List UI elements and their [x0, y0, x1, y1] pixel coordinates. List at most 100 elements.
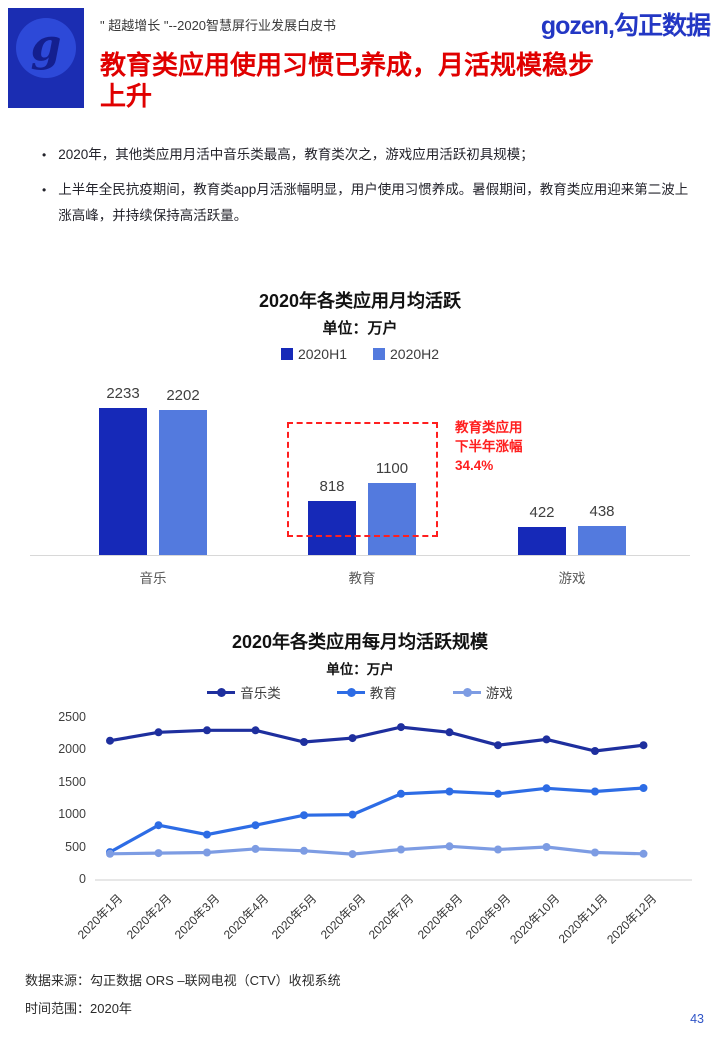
bar-chart-unit: 单位：万户: [322, 320, 398, 337]
data-point-教育: [348, 810, 357, 819]
legend-swatch-icon: [280, 348, 293, 360]
data-point-游戏: [445, 842, 454, 851]
line-series-教育: [109, 786, 644, 854]
bar-value-label: 1100: [375, 460, 409, 477]
data-point-教育: [251, 821, 260, 830]
bar-音乐-2020H2: [159, 410, 207, 555]
legend-dot-icon: [462, 687, 472, 697]
data-point-游戏: [639, 849, 648, 858]
legend-item-2020H1: 2020H1: [280, 346, 347, 362]
growth-annotation: 教育类应用 下半年涨幅 34.4%: [455, 420, 523, 473]
bar-value-label: 818: [319, 478, 345, 495]
legend-line-marker-icon: [336, 687, 365, 697]
data-point-游戏: [203, 848, 211, 857]
data-point-音乐类: [203, 726, 211, 735]
y-tick-label: 2500: [58, 710, 86, 724]
legend-line-marker-icon: [207, 687, 236, 697]
data-source-note: 数据来源：勾正数据 ORS –联网电视（CTV）收视系统: [25, 973, 341, 988]
gozen-brand-logo: gozen,勾正数据: [540, 12, 711, 40]
bar-游戏-2020H2: [578, 526, 626, 555]
line-chart-unit: 单位：万户: [326, 662, 394, 677]
data-point-音乐类: [348, 734, 357, 743]
bullet-item: • 上半年全民抗疫期间，教育类app月活涨幅明显，用户使用习惯养成。暑假期间，教…: [40, 177, 692, 229]
legend-label: 2020H1: [297, 346, 347, 362]
data-point-游戏: [106, 849, 114, 858]
logo-circle-icon: g: [16, 18, 76, 78]
bar-value-label: 438: [589, 503, 615, 520]
data-point-游戏: [154, 849, 163, 858]
bar-音乐-2020H1: [99, 408, 147, 555]
line-chart-title: 2020年各类应用每月均活跃规模: [231, 632, 489, 652]
bar-教育-2020H2: [368, 483, 416, 555]
line-chart-plot: [95, 723, 692, 881]
data-point-音乐类: [106, 736, 114, 745]
data-point-教育: [445, 787, 454, 796]
bar-value-label: 422: [529, 504, 555, 521]
data-point-游戏: [542, 843, 551, 851]
data-point-音乐类: [542, 735, 551, 744]
legend-line-marker-icon: [452, 687, 481, 697]
data-point-教育: [494, 789, 502, 798]
document-title: " 超越增长 "--2020智慧屏行业发展白皮书: [100, 18, 337, 33]
company-logo: g: [8, 8, 84, 108]
data-point-教育: [397, 789, 405, 798]
line-series-音乐类: [109, 725, 644, 753]
data-point-音乐类: [445, 728, 454, 737]
data-point-音乐类: [639, 741, 648, 750]
data-point-游戏: [591, 848, 599, 857]
data-point-音乐类: [154, 728, 163, 737]
bar-value-label: 2233: [106, 385, 140, 402]
bar-chart-legend: 2020H1 2020H2: [0, 346, 720, 362]
bar-chart-plot: 2233 2202 音乐 818 1100 教育 422 438 游戏 教育类应用 下半年涨幅 3…: [0, 385, 720, 586]
y-tick-label: 0: [79, 872, 86, 886]
legend-item-2020H2: 2020H2: [373, 346, 439, 362]
bullet-list: • 2020年，其他类应用月活中音乐类最高，教育类次之，游戏应用活跃初具规模； …: [40, 142, 692, 238]
bullet-dot-icon: •: [42, 148, 47, 162]
highlight-dashed-box: [287, 422, 438, 537]
bullet-item: • 2020年，其他类应用月活中音乐类最高，教育类次之，游戏应用活跃初具规模；: [40, 142, 692, 168]
data-point-游戏: [397, 845, 405, 854]
legend-dot-icon: [346, 687, 356, 697]
data-point-音乐类: [251, 726, 260, 735]
bullet-text: 2020年，其他类应用月活中音乐类最高，教育类次之，游戏应用活跃初具规模；: [58, 147, 534, 162]
bar-chart-title: 2020年各类应用月均活跃: [258, 291, 462, 311]
bar-category-label: 音乐: [139, 571, 167, 586]
logo-g-glyph: g: [30, 20, 62, 71]
legend-label: 教育: [369, 686, 397, 701]
legend-label: 音乐类: [240, 686, 281, 701]
data-point-游戏: [494, 845, 502, 854]
legend-item-教育: 教育: [336, 682, 397, 702]
y-tick-label: 1500: [58, 774, 86, 789]
bar-category-label: 游戏: [558, 571, 586, 586]
data-point-教育: [300, 811, 308, 820]
data-point-游戏: [251, 844, 260, 853]
data-point-音乐类: [494, 741, 502, 750]
bar-category-label: 教育: [348, 571, 376, 586]
legend-swatch-icon: [373, 348, 385, 360]
page-number: 43: [690, 1012, 704, 1026]
legend-dot-icon: [217, 687, 227, 697]
y-tick-label: 1000: [58, 807, 86, 822]
data-point-音乐类: [397, 723, 405, 732]
time-range-note: 时间范围：2020年: [25, 1001, 132, 1016]
legend-item-游戏: 游戏: [452, 682, 513, 702]
data-point-游戏: [348, 850, 357, 859]
data-point-教育: [639, 784, 648, 792]
bar-x-axis: [30, 555, 690, 556]
legend-label: 游戏: [485, 686, 513, 701]
data-point-音乐类: [300, 738, 308, 746]
line-chart-legend: 音乐类 教育 游戏: [0, 682, 720, 702]
legend-item-音乐类: 音乐类: [207, 682, 281, 702]
data-point-游戏: [300, 846, 308, 855]
y-tick-label: 500: [65, 839, 86, 854]
data-point-教育: [203, 830, 211, 839]
bar-教育-2020H1: [308, 501, 356, 555]
y-tick-label: 2000: [58, 742, 86, 757]
legend-label: 2020H2: [390, 346, 440, 362]
bullet-dot-icon: •: [42, 183, 47, 197]
bar-value-label: 2202: [166, 387, 200, 404]
data-point-教育: [591, 787, 599, 796]
bullet-text: 上半年全民抗疫期间，教育类app月活涨幅明显，用户使用习惯养成。暑假期间，教育类…: [58, 182, 689, 223]
data-point-音乐类: [591, 747, 599, 755]
